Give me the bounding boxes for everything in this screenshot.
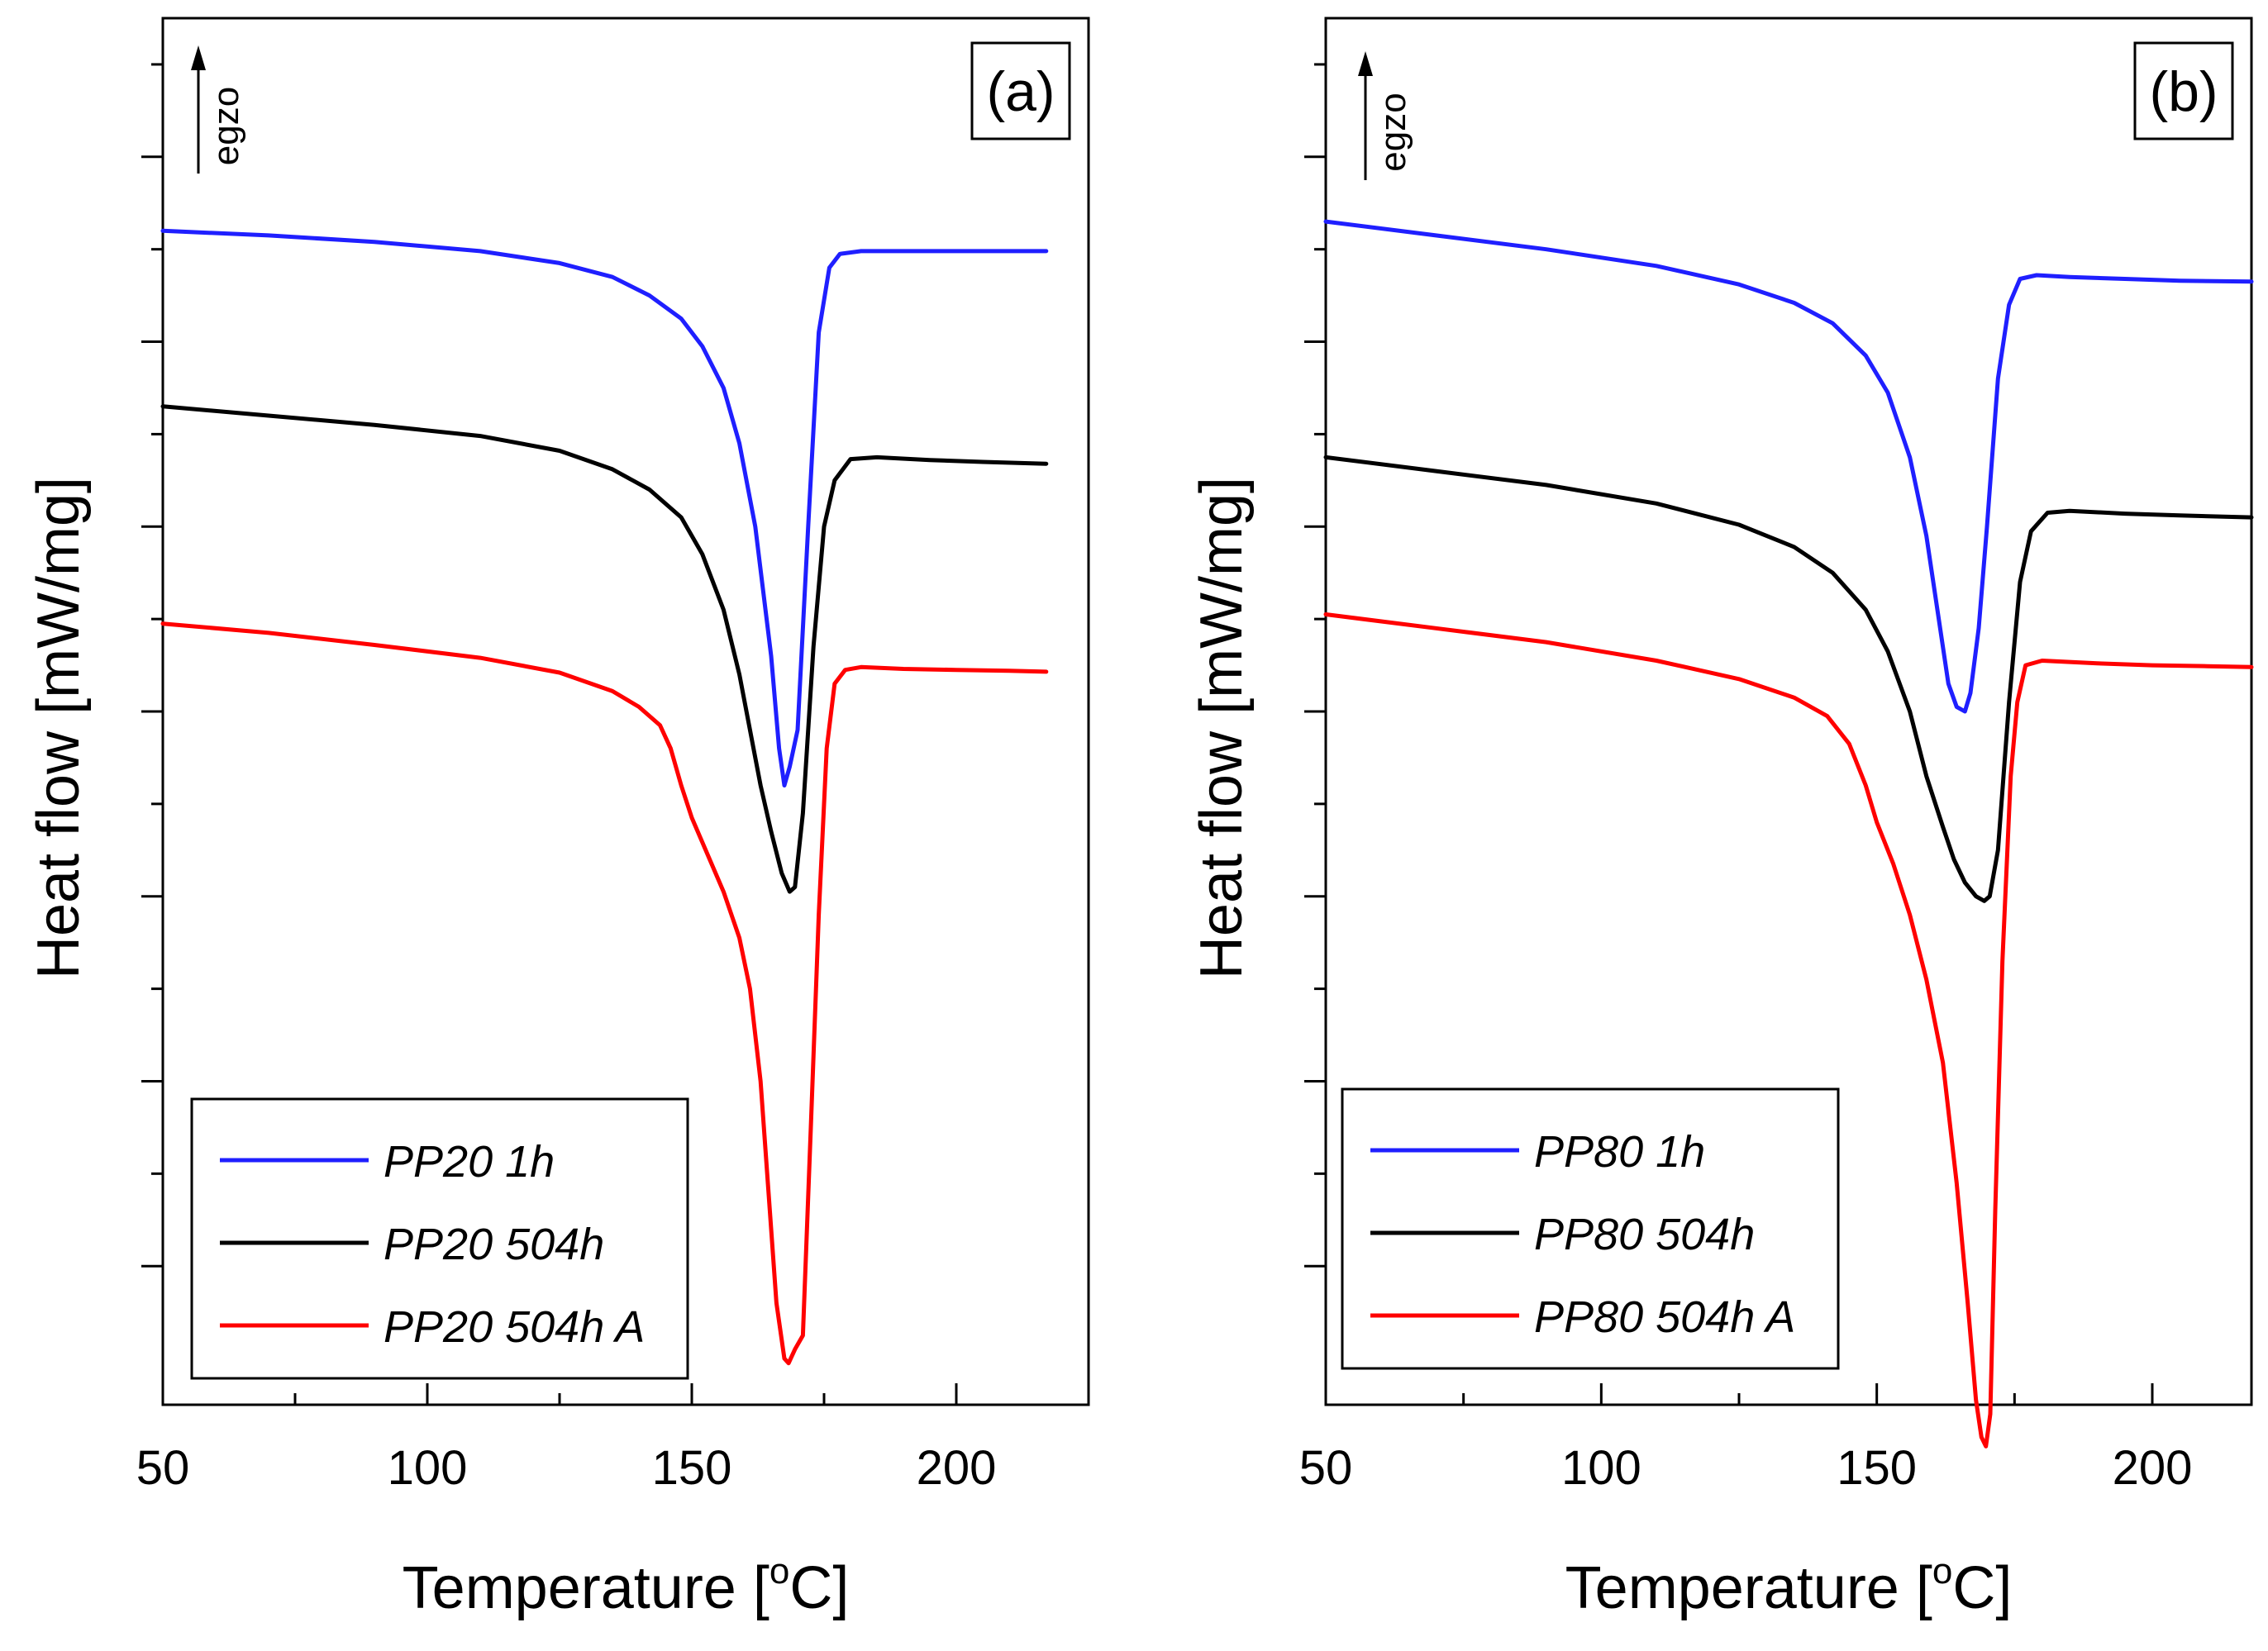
legend-entry: PP20 504h A (384, 1302, 645, 1352)
x-tick-label: 100 (1561, 1441, 1641, 1495)
exo-direction-label: egzo (206, 87, 246, 165)
legend-entry: PP80 504h (1534, 1210, 1755, 1259)
series-line-3 (1323, 612, 2254, 1449)
legend-box (1341, 1087, 1840, 1370)
y-axis-title: Heat flow [mW/mg] (1189, 477, 1255, 979)
x-axis-title: Temperature [oC] (403, 1551, 850, 1621)
x-tick-label: 150 (1837, 1441, 1917, 1495)
panel-label: (a) (986, 60, 1055, 123)
series-line-1 (160, 228, 1049, 787)
x-tick-label: 200 (2113, 1441, 2193, 1495)
panel-label-box (2133, 41, 2234, 140)
panel-a: 50 100 150 200 Temperature [oC] Heat flow [mW… (26, 17, 1090, 1621)
series-line-1 (1323, 219, 2254, 714)
series-line-2 (1323, 454, 2254, 903)
exo-arrow-head-icon (1358, 51, 1373, 76)
exo-arrow-head-icon (191, 45, 206, 70)
x-axis-title: Temperature [oC] (1565, 1551, 2013, 1621)
panel-label-box (970, 41, 1071, 140)
x-tick-label: 50 (136, 1441, 190, 1495)
legend-entry: PP80 1h (1534, 1127, 1705, 1177)
legend-entry: PP20 1h (384, 1137, 555, 1187)
y-axis-title: Heat flow [mW/mg] (26, 477, 92, 979)
x-tick-label: 100 (388, 1441, 468, 1495)
panel-label: (b) (2149, 60, 2218, 123)
panel-b: 50 100 150 200 Temperature [oC] Heat flow [mW… (1189, 17, 2254, 1621)
legend-entry: PP80 504h A (1534, 1292, 1795, 1342)
exo-direction-label: egzo (1373, 93, 1413, 171)
x-tick-label: 200 (917, 1441, 997, 1495)
series-line-3 (160, 621, 1049, 1366)
x-tick-label: 150 (652, 1441, 732, 1495)
series-line-2 (160, 404, 1049, 894)
legend-box (190, 1097, 689, 1380)
legend-entry: PP20 504h (384, 1220, 604, 1269)
x-tick-label: 50 (1299, 1441, 1353, 1495)
